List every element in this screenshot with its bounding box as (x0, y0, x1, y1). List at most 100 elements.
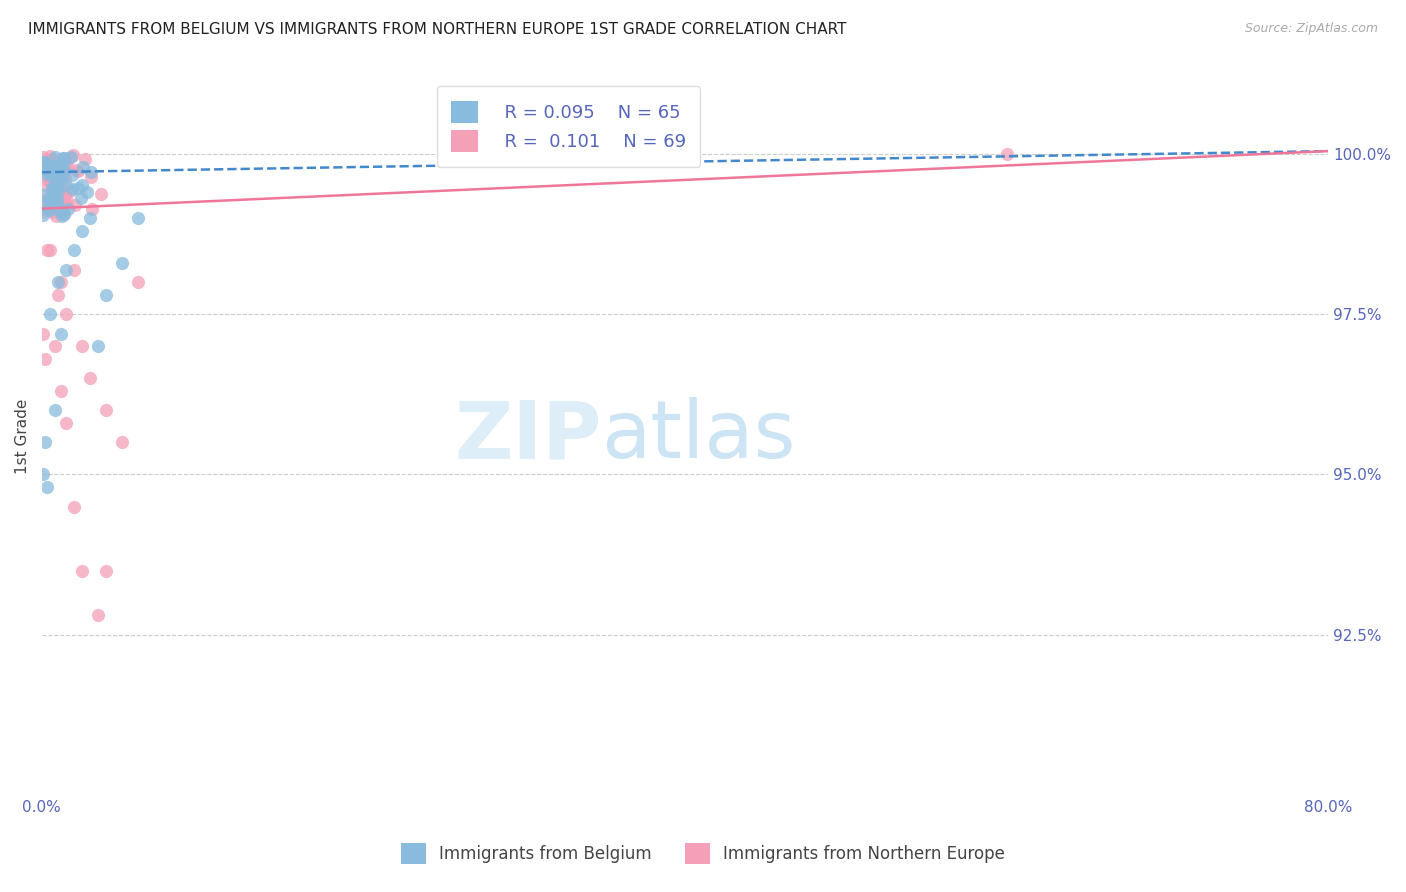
Point (34, 352, 56, 367)
Text: Source: ZipAtlas.com: Source: ZipAtlas.com (1244, 22, 1378, 36)
Point (37, 173, 59, 187)
Point (51, 168, 73, 182)
Point (51, 209, 73, 223)
Point (53, 187, 76, 202)
Point (52, 199, 75, 213)
Point (46, 168, 69, 182)
Point (62, 148, 84, 162)
Point (49, 384, 72, 399)
Point (32, 155, 55, 169)
Point (32, 326, 55, 341)
Point (53, 170, 76, 185)
Legend:   R = 0.095    N = 65,   R =  0.101    N = 69: R = 0.095 N = 65, R = 0.101 N = 69 (437, 87, 700, 167)
Point (35, 192, 58, 206)
Point (46, 164, 69, 178)
Point (111, 256, 134, 270)
Point (35, 480, 58, 494)
Point (35, 179, 58, 194)
Point (38, 165, 60, 179)
Point (38, 307, 60, 321)
Point (42, 182, 65, 196)
Point (49, 173, 72, 187)
Point (55, 417, 77, 431)
Point (48, 202, 70, 217)
Point (94, 288, 117, 302)
Text: atlas: atlas (602, 397, 796, 475)
Point (52, 207, 75, 221)
Point (49, 276, 72, 290)
Point (67, 181, 90, 195)
Point (52, 164, 75, 178)
Point (46, 288, 69, 302)
Point (87, 339, 110, 353)
Point (70, 190, 93, 204)
Legend: Immigrants from Belgium, Immigrants from Northern Europe: Immigrants from Belgium, Immigrants from… (394, 837, 1012, 871)
Point (37, 201, 59, 215)
Point (46, 192, 69, 206)
Point (44, 150, 66, 164)
Point (35, 153, 58, 168)
Point (32, 154, 55, 169)
Point (52, 168, 75, 182)
Point (42, 189, 65, 203)
Point (58, 151, 80, 165)
Point (32, 188, 55, 202)
Point (70, 339, 93, 353)
Point (41, 204, 63, 219)
Point (79, 371, 101, 385)
Point (49, 326, 72, 341)
Point (75, 153, 97, 167)
Point (41, 161, 63, 176)
Point (55, 307, 77, 321)
Point (41, 182, 63, 196)
Point (53, 151, 76, 165)
Point (80, 169, 103, 184)
Point (56, 194, 79, 208)
Point (79, 211, 101, 226)
Point (995, 147, 1018, 161)
Point (56, 202, 79, 216)
Point (38, 172, 60, 186)
Point (51, 193, 73, 207)
Point (67, 163, 90, 178)
Point (37, 161, 59, 176)
Point (63, 198, 86, 212)
Text: ZIP: ZIP (454, 397, 602, 475)
Point (35, 162, 58, 177)
Point (38, 173, 60, 187)
Point (63, 500, 86, 514)
Point (45, 209, 67, 223)
Text: IMMIGRANTS FROM BELGIUM VS IMMIGRANTS FROM NORTHERN EUROPE 1ST GRADE CORRELATION: IMMIGRANTS FROM BELGIUM VS IMMIGRANTS FR… (28, 22, 846, 37)
Point (52, 151, 75, 165)
Point (80, 164, 103, 178)
Point (34, 157, 56, 171)
Point (49, 186, 72, 201)
Y-axis label: 1st Grade: 1st Grade (15, 399, 30, 474)
Point (46, 196, 69, 211)
Point (55, 262, 77, 277)
Point (34, 435, 56, 450)
Point (38, 244, 60, 258)
Point (127, 276, 149, 290)
Point (60, 168, 83, 182)
Point (44, 160, 66, 174)
Point (94, 564, 117, 578)
Point (55, 178, 77, 192)
Point (44, 339, 66, 353)
Point (41, 169, 63, 183)
Point (44, 173, 66, 187)
Point (63, 244, 86, 258)
Point (39, 192, 62, 206)
Point (65, 162, 87, 177)
Point (94, 403, 117, 417)
Point (49, 182, 72, 196)
Point (60, 149, 83, 163)
Point (48, 183, 70, 197)
Point (41, 181, 63, 195)
Point (111, 435, 134, 450)
Point (42, 183, 65, 197)
Point (46, 276, 69, 290)
Point (80, 202, 103, 216)
Point (127, 211, 149, 226)
Point (48, 159, 70, 173)
